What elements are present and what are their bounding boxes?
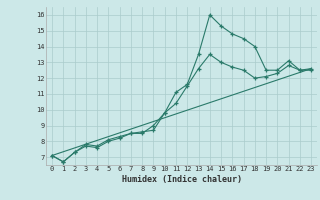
X-axis label: Humidex (Indice chaleur): Humidex (Indice chaleur) [122, 175, 242, 184]
